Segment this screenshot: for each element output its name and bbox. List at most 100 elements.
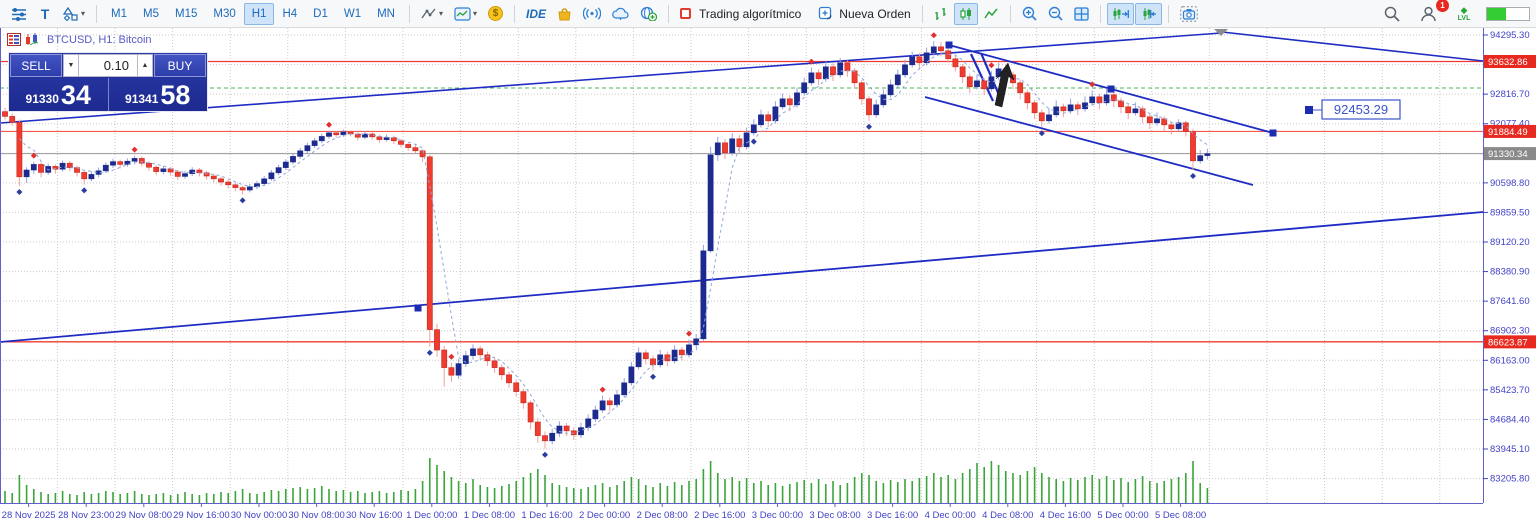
vps-button[interactable] [635,3,662,25]
timeframe-M5[interactable]: M5 [143,7,159,20]
line-studies-button[interactable]: ▾ [416,3,448,25]
trendline-flag-line-1[interactable] [970,53,994,102]
time-tick-label[interactable]: 1 Dec 00:00 [406,510,457,521]
timeframe-D1[interactable]: D1 [313,7,328,20]
signal-waves-icon [583,7,602,20]
arrow-annotation[interactable] [994,62,1015,108]
candlestick-chart-type-button[interactable] [953,2,978,25]
timeframe-M30[interactable]: M30 [213,7,236,20]
volume-decrease-button[interactable]: ▼ [63,54,79,77]
chart-shift-button[interactable] [1106,2,1134,25]
time-tick-label[interactable]: 30 Nov 16:00 [346,510,403,521]
candle-body [153,166,160,172]
time-tick-label[interactable]: 5 Dec 00:00 [1097,510,1148,521]
bar-chart-type-button[interactable] [929,3,953,25]
volume-value[interactable]: 0.10 [79,54,137,77]
time-tick-label[interactable]: 3 Dec 16:00 [867,510,918,521]
shopping-bag-icon [558,7,571,20]
profile-button[interactable]: 1 [1415,0,1449,25]
candle-body [513,382,520,392]
candle-body [866,98,872,116]
time-tick-label[interactable]: 3 Dec 08:00 [809,510,860,521]
trendline-flag-line-2[interactable] [979,52,1001,96]
trendline-handle[interactable] [1269,129,1277,137]
candle-body [700,250,707,340]
candle-body [182,173,188,177]
candle-body [750,124,757,134]
notification-badge: 1 [1436,0,1449,12]
zoom-in-button[interactable] [1017,3,1042,25]
search-button[interactable] [1379,3,1405,25]
depth-of-market-icon[interactable] [7,33,21,46]
candle-body [959,66,966,78]
signals-button[interactable] [578,3,606,25]
timeframe-H1[interactable]: H1 [243,2,275,25]
time-tick-label[interactable]: 30 Nov 00:00 [231,510,288,521]
cloud-button[interactable] [607,3,634,25]
candle-body [362,133,368,138]
price-line-label: 91884.49 [1488,127,1528,138]
trendline-handle[interactable] [414,304,422,312]
candle-body [1146,116,1153,124]
new-order-button[interactable]: Nueva Orden [813,3,915,25]
trendline-handle[interactable] [1107,85,1115,93]
chart-shift-marker[interactable] [1214,29,1228,36]
price-tick-label: 89120.20 [1490,237,1530,248]
time-tick-label[interactable]: 28 Nov 2025 [2,510,56,521]
sell-button[interactable]: SELL [10,54,62,77]
time-tick-label[interactable]: 29 Nov 08:00 [116,510,173,521]
quotes-panel-button[interactable] [6,3,32,25]
auto-scroll-button[interactable] [1134,2,1162,25]
shift-left-icon [1143,7,1156,20]
ide-button[interactable]: IDE [526,6,547,21]
text-tool-button[interactable]: T [40,5,50,22]
indicators-button[interactable]: ▾ [449,3,482,25]
time-tick-label[interactable]: 4 Dec 08:00 [982,510,1033,521]
candle-body [239,187,246,191]
timeframe-W1[interactable]: W1 [343,7,362,20]
timeframe-M1[interactable]: M1 [111,7,127,20]
connection-meter[interactable] [1486,6,1530,21]
time-tick-label[interactable]: 1 Dec 16:00 [521,510,572,521]
timeframe-M15[interactable]: M15 [174,7,198,20]
level-button[interactable]: ◆ LVL [1452,3,1476,25]
time-tick-label[interactable]: 2 Dec 16:00 [694,510,745,521]
time-tick-label[interactable]: 2 Dec 08:00 [637,510,688,521]
time-tick-label[interactable]: 30 Nov 08:00 [288,510,345,521]
trendline-descending-right[interactable] [1221,31,1484,62]
time-tick-label[interactable]: 2 Dec 00:00 [579,510,630,521]
bid-price-button[interactable]: 91330 34 [9,78,109,111]
price-tick-label: 90598.80 [1490,178,1530,189]
screenshot-button[interactable] [1175,3,1203,25]
timeframe-H4[interactable]: H4 [282,7,298,20]
moving-average-line [19,53,1208,434]
price-tick-label: 89859.50 [1490,207,1530,218]
time-tick-label[interactable]: 5 Dec 08:00 [1155,510,1206,521]
timeframe-MN[interactable]: MN [377,7,395,20]
buy-button[interactable]: BUY [154,54,206,77]
callout-handle[interactable] [1305,106,1313,114]
time-tick-label[interactable]: 4 Dec 00:00 [925,510,976,521]
tile-windows-button[interactable] [1069,3,1094,25]
objects-menu-button[interactable]: ▾ [58,3,90,25]
time-tick-label[interactable]: 29 Nov 16:00 [173,510,230,521]
trendline-handle[interactable] [945,41,953,49]
one-click-trading-icon[interactable] [25,33,40,46]
algo-trading-button[interactable]: Trading algorítmico [675,3,806,25]
ask-price-button[interactable]: 91341 58 [109,78,208,111]
line-chart-type-button[interactable] [979,3,1004,25]
time-tick-label[interactable]: 4 Dec 16:00 [1040,510,1091,521]
volume-increase-button[interactable]: ▲ [137,54,153,77]
callout-box[interactable] [1321,99,1401,120]
time-tick-label[interactable]: 28 Nov 23:00 [58,510,115,521]
zoom-out-button[interactable] [1043,3,1068,25]
candle-body [830,66,836,76]
trendline-channel-lower[interactable] [924,96,1254,186]
market-button[interactable] [552,3,577,25]
time-tick-label[interactable]: 1 Dec 08:00 [464,510,515,521]
time-tick-label[interactable]: 3 Dec 00:00 [752,510,803,521]
candle-body [902,64,908,76]
trendline-long-ascending-lower[interactable] [0,211,1484,343]
deposit-button[interactable]: $ [483,3,508,25]
